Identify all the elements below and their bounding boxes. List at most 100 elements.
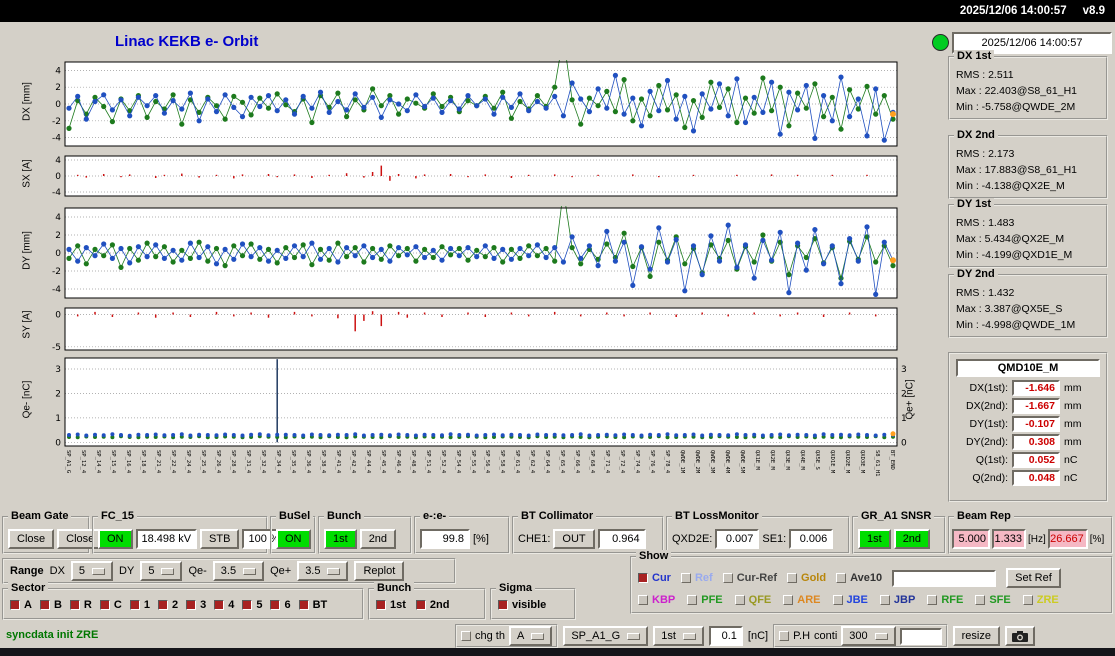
set-ref-button[interactable]: Set Ref (1006, 568, 1061, 588)
bunch-2nd-checkbox[interactable]: 2nd (415, 599, 450, 611)
sector-5-checkbox[interactable]: 5 (242, 599, 262, 611)
ph-checkbox[interactable]: P.H (779, 630, 810, 642)
bunch-mode-select[interactable]: 1st (653, 626, 704, 646)
show-gold-checkbox[interactable]: Gold (787, 572, 826, 584)
range-qep-select[interactable]: 3.5 (297, 561, 349, 581)
threshold-value[interactable]: 0.1 (708, 626, 743, 646)
gr-a1-2nd-button[interactable]: 2nd (893, 529, 931, 549)
sector-c-checkbox[interactable]: C (99, 599, 122, 611)
camera-button[interactable] (1004, 626, 1035, 646)
show-qfe-checkbox[interactable]: QFE (734, 594, 772, 606)
readout-title: QMD10E_M (956, 359, 1100, 377)
x-axis-label: SP_68_4 (589, 450, 596, 474)
sp-device-select[interactable]: SP_A1_G (563, 626, 649, 646)
checkbox-label: 2nd (429, 599, 450, 611)
chg-th-checkbox[interactable]: chg th (461, 630, 505, 642)
interval-select[interactable]: 300 (841, 626, 896, 646)
che1-label: CHE1: (518, 533, 551, 545)
x-axis-label: S8_61_H1 (874, 450, 881, 477)
interval-input[interactable] (899, 627, 942, 645)
bunch-1st-checkbox[interactable]: 1st (376, 599, 406, 611)
range-dx-select[interactable]: 5 (70, 561, 114, 581)
show-kbp-checkbox[interactable]: KBP (638, 594, 675, 606)
range-dy-select[interactable]: 5 (140, 561, 183, 581)
fc15-stb-button[interactable]: STB (200, 529, 240, 549)
resize-button[interactable]: resize (952, 626, 1000, 646)
checkbox-label: chg th (475, 630, 505, 642)
option-menu-icon (327, 567, 341, 575)
x-axis-label: BT_END (889, 450, 895, 470)
busel-on-button[interactable]: ON (276, 529, 311, 549)
checkbox-box-icon (783, 595, 794, 605)
bt-collimator-group: BT Collimator CHE1: OUT 0.964 (512, 510, 664, 554)
checkbox-label: QFE (748, 594, 772, 606)
beam-gate-close-button-1[interactable]: Close (8, 529, 55, 549)
sector-1-checkbox[interactable]: 1 (129, 599, 150, 611)
show-ref-checkbox[interactable]: Ref (680, 572, 713, 584)
sector-select[interactable]: A (508, 626, 553, 646)
sector-4-checkbox[interactable]: 4 (214, 599, 234, 611)
option-menu-icon (161, 567, 175, 575)
show-pfe-checkbox[interactable]: PFE (687, 594, 723, 606)
show-cur-ref-checkbox[interactable]: Cur-Ref (722, 572, 777, 584)
sector-b-checkbox[interactable]: B (39, 599, 62, 611)
show-jbe-checkbox[interactable]: JBE (832, 594, 868, 606)
svg-text:-4: -4 (52, 188, 61, 198)
sigma-visible-checkbox[interactable]: visible (498, 599, 546, 611)
sector-3-checkbox[interactable]: 3 (186, 599, 206, 611)
checkbox-box-icon (270, 600, 281, 610)
stats-dy-1st: DY 1st RMS : 1.483 Max : 5.434@QX2E_M Mi… (948, 198, 1108, 268)
range-qem-select[interactable]: 3.5 (212, 561, 265, 581)
stats-dx-1st: DX 1st RMS : 2.511 Max : 22.403@S8_61_H1… (948, 50, 1108, 120)
x-axis-label: QWDE_3M (709, 450, 716, 474)
beam-gate-group: Beam Gate Close Close (2, 510, 104, 554)
show-sfe-checkbox[interactable]: SFE (975, 594, 1011, 606)
sector-2-checkbox[interactable]: 2 (157, 599, 178, 611)
bunch-2nd-button[interactable]: 2nd (359, 529, 397, 549)
show-jbp-checkbox[interactable]: JBP (879, 594, 915, 606)
x-axis-label: SP_61_4 (514, 450, 521, 474)
readout-unit: nC (1064, 454, 1078, 466)
show-cur-checkbox[interactable]: Cur (638, 572, 671, 584)
bunch-1st-button[interactable]: 1st (324, 529, 357, 549)
stat-max: Max : 17.883@S8_61_H1 (956, 164, 1077, 176)
sector-group: Sector A B R C 1 2 3 4 5 6 BT (2, 582, 364, 620)
x-axis-label: SP_62_4 (529, 450, 536, 474)
beam-rep-hz-2nd: 1.333 (992, 529, 1026, 549)
sector-a-checkbox[interactable]: A (10, 599, 32, 611)
fc15-on-button[interactable]: ON (98, 529, 133, 549)
range-dx-label: DX (49, 565, 65, 577)
checkbox-label: 4 (228, 599, 235, 611)
replot-button[interactable]: Replot (354, 561, 405, 581)
svg-text:2: 2 (901, 389, 907, 399)
show-rfe-checkbox[interactable]: RFE (927, 594, 963, 606)
ref-name-input[interactable] (892, 569, 997, 587)
stat-min: Min : -4.138@QX2E_M (956, 180, 1065, 192)
dx-axis-label: DX [mm] (21, 82, 33, 121)
beam-gate-close-button-2[interactable]: Close (57, 529, 104, 549)
show-ave10-checkbox[interactable]: Ave10 (836, 572, 882, 584)
sector-r-checkbox[interactable]: R (69, 599, 92, 611)
readout-label: DX(2nd): (965, 400, 1008, 412)
beam-rep-hz-unit: [Hz] (1028, 533, 1046, 545)
gr-a1-1st-button[interactable]: 1st (858, 529, 891, 549)
x-axis-label: SP_64_4 (544, 450, 551, 474)
checkbox-label: 1st (390, 599, 406, 611)
ee-ratio-unit: [%] (473, 533, 489, 545)
stat-max: Max : 3.387@QX5E_S (956, 303, 1063, 315)
sector-bt-checkbox[interactable]: BT (298, 599, 327, 611)
bunch-select-group: Bunch 1st 2nd (368, 582, 486, 620)
checkbox-box-icon (687, 595, 698, 605)
checkbox-box-icon (242, 600, 253, 610)
x-axis-label: SP_58_4 (499, 450, 506, 474)
che1-out-button[interactable]: OUT (553, 529, 595, 549)
show-are-checkbox[interactable]: ARE (783, 594, 821, 606)
range-qep-value: 3.5 (305, 565, 321, 577)
svg-text:1: 1 (901, 414, 907, 424)
stat-max: Max : 22.403@S8_61_H1 (956, 85, 1077, 97)
show-zre-checkbox[interactable]: ZRE (1022, 594, 1059, 606)
x-axis-label: QX5E_S (814, 450, 821, 470)
x-axis-label: SP_26_4 (214, 450, 221, 474)
dy-axis-label: DY [mm] (21, 231, 33, 270)
sector-6-checkbox[interactable]: 6 (270, 599, 291, 611)
